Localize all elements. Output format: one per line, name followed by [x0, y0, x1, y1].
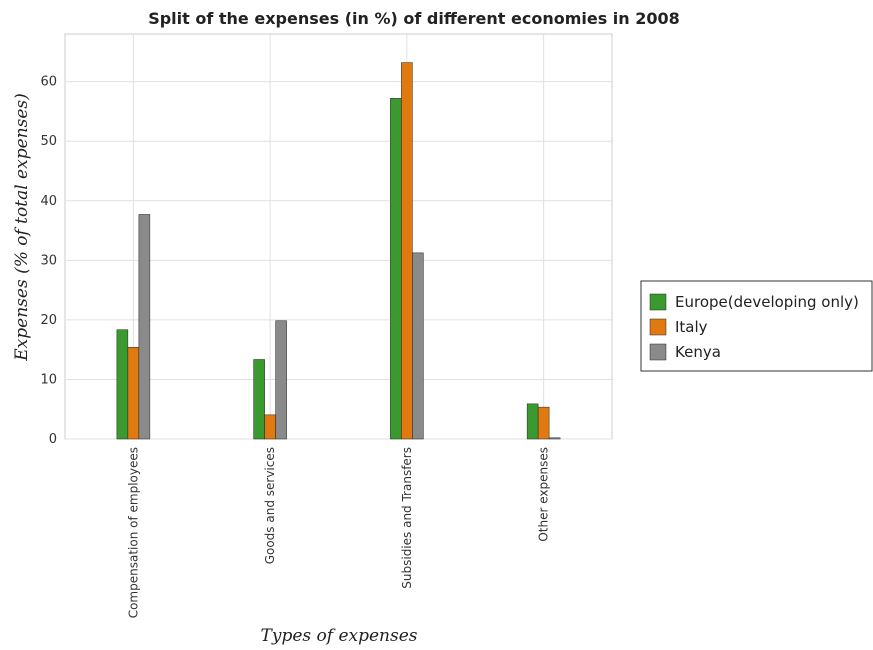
- y-tick-label: 60: [40, 75, 57, 90]
- bar: [412, 252, 424, 440]
- legend-swatch: [649, 293, 667, 311]
- bar: [537, 406, 550, 440]
- y-tick-label: 10: [40, 372, 57, 387]
- x-tick-label: Goods and services: [263, 447, 277, 564]
- legend-entry: Italy: [675, 318, 708, 336]
- plot-bars: [116, 62, 561, 440]
- legend-swatch: [649, 343, 667, 361]
- bar: [138, 214, 151, 440]
- y-tick-label: 50: [40, 134, 57, 149]
- bar: [390, 98, 402, 440]
- bar: [548, 437, 561, 440]
- legend-box: [640, 280, 873, 372]
- x-tick-label: Compensation of employees: [126, 447, 140, 618]
- legend-entry: Kenya: [675, 343, 721, 361]
- y-axis-label: Expenses (% of total expenses): [12, 93, 32, 361]
- plot-grid: [64, 33, 613, 440]
- bar: [127, 347, 140, 440]
- y-tick-label: 0: [49, 432, 57, 447]
- bar: [253, 359, 265, 440]
- chart-title: Split of the expenses (in %) of differen…: [148, 9, 680, 28]
- plot-area: [64, 33, 613, 440]
- y-axis-ticks: 0 10 20 30 40 50 60: [40, 75, 57, 447]
- bar: [526, 403, 539, 440]
- y-tick-label: 20: [40, 313, 57, 328]
- x-axis-label: Types of expenses: [261, 626, 418, 646]
- bar: [264, 414, 276, 440]
- bar: [275, 320, 287, 440]
- legend-swatch: [649, 318, 667, 336]
- bar: [116, 329, 129, 440]
- x-tick-label: Other expenses: [537, 447, 551, 542]
- x-tick-label: Subsidies and Transfers: [400, 447, 414, 589]
- legend: Europe(developing only) Italy Kenya: [640, 280, 873, 372]
- legend-entry: Europe(developing only): [675, 293, 859, 311]
- x-axis-ticks: Compensation of employees Goods and servi…: [126, 447, 550, 618]
- bar: [401, 62, 413, 440]
- y-tick-label: 30: [40, 253, 57, 268]
- y-tick-label: 40: [40, 194, 57, 209]
